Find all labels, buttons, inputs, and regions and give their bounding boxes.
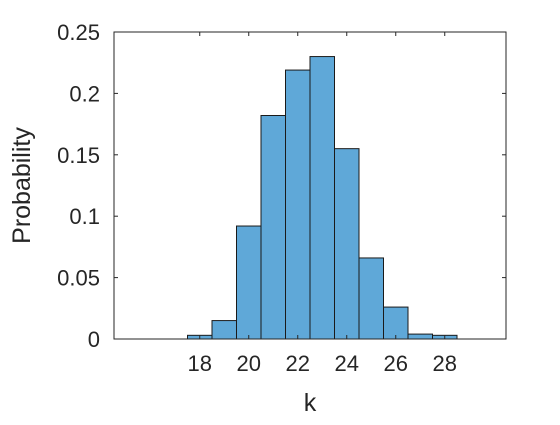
histogram-bar [407,333,433,340]
x-tick-label: 24 [335,351,359,376]
x-tick-label: 28 [433,351,457,376]
y-tick-label: 0 [88,327,100,352]
plot-box [113,31,507,340]
histogram-bar [383,306,409,340]
y-axis-label: Probability [8,127,36,244]
histogram-bar [260,115,286,340]
histogram-bar [211,320,237,340]
x-axis-label: k [304,389,317,417]
y-tick-label: 0.2 [69,81,100,106]
y-tick-label: 0.05 [57,266,100,291]
x-tick-label: 18 [188,351,212,376]
histogram-bar [285,69,311,340]
y-tick-label: 0.25 [57,20,100,45]
y-tick-label: 0.1 [69,204,100,229]
x-tick-label: 20 [237,351,261,376]
histogram-bar [309,56,335,340]
bars-layer [187,56,458,340]
ticks-layer: 18 20 22 24 26 28 0 0.05 0.1 0.15 0.2 0.25 [57,20,506,376]
histogram-bar [358,257,384,340]
histogram-bar [334,148,360,340]
x-tick-label: 22 [286,351,310,376]
y-tick-label: 0.15 [57,143,100,168]
histogram-bar [236,225,262,340]
x-tick-label: 26 [384,351,408,376]
